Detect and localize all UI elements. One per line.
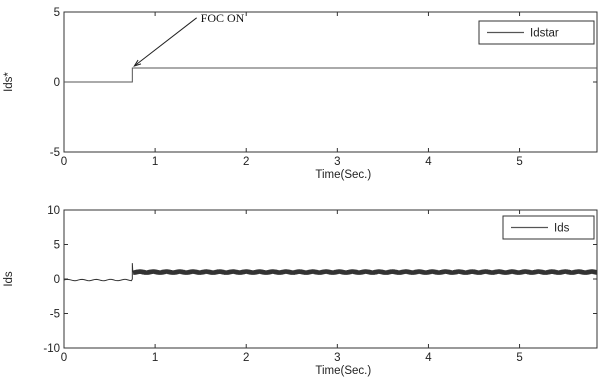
x-tick-label: 0 — [61, 352, 67, 364]
x-tick-label: 5 — [516, 156, 522, 168]
annotation-arrow-head — [133, 59, 142, 67]
legend-box — [502, 215, 595, 240]
x-tick-label: 3 — [334, 156, 340, 168]
x-tick-label: 3 — [334, 352, 340, 364]
series-line-idstar — [64, 67, 597, 83]
y-tick-label: -10 — [43, 343, 60, 355]
x-tick-label: 0 — [61, 156, 67, 168]
y-axis-label: Ids — [3, 271, 15, 287]
annotation-foc-on: FOC ON — [201, 11, 245, 25]
legend-box — [478, 20, 595, 45]
legend-entry: Ids — [554, 223, 570, 235]
y-tick-label: -5 — [50, 147, 60, 159]
x-tick-label: 4 — [425, 156, 432, 168]
x-tick-label: 5 — [516, 352, 522, 364]
annotation-arrow-line — [134, 17, 197, 67]
x-axis-label: Time(Sec.) — [315, 169, 371, 181]
series-line-ids — [64, 263, 597, 282]
y-tick-label: 0 — [54, 77, 60, 89]
x-tick-label: 2 — [243, 156, 249, 168]
x-tick-label: 1 — [152, 156, 158, 168]
x-tick-label: 1 — [152, 352, 158, 364]
legend-entry: Idstar — [530, 28, 559, 40]
y-tick-label: 5 — [54, 240, 60, 252]
y-axis-label: Ids* — [3, 72, 15, 92]
x-axis-label: Time(Sec.) — [315, 365, 371, 377]
y-tick-label: 10 — [47, 205, 60, 217]
chart-2: 0 1 2 3 4 5 -10 -5 0 5 10 Time(Sec.) Ids Ids — [3, 205, 598, 377]
x-tick-label: 4 — [425, 352, 432, 364]
y-tick-label: -5 — [50, 309, 60, 321]
y-tick-label: 5 — [54, 7, 60, 19]
x-tick-label: 2 — [243, 352, 249, 364]
y-tick-label: 0 — [54, 274, 60, 286]
